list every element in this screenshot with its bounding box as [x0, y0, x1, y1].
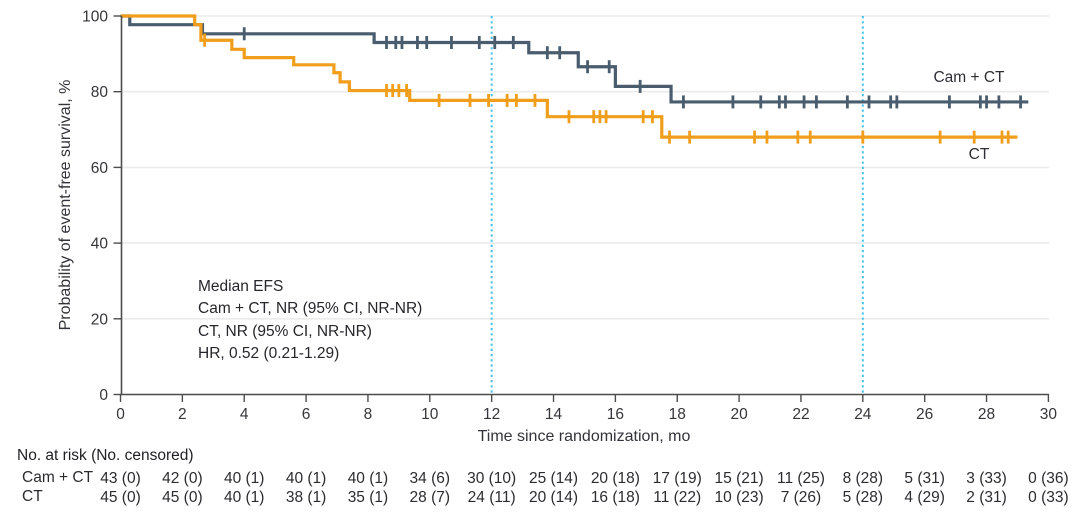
x-tick-label: 18	[669, 406, 686, 423]
risk-value-cam-ct: 8 (28)	[843, 470, 884, 487]
legend-label-cam-ct: Cam + CT	[933, 69, 1005, 86]
risk-value-ct: 40 (1)	[224, 489, 265, 506]
y-axis-title: Probability of event-free survival, %	[57, 79, 74, 331]
y-tick-label: 60	[91, 160, 109, 177]
risk-row-label-cam-ct: Cam + CT	[22, 469, 94, 486]
x-tick-label: 2	[178, 406, 187, 423]
risk-value-cam-ct: 11 (25)	[777, 470, 825, 487]
x-tick-label: 30	[1040, 406, 1058, 423]
x-tick-label: 8	[364, 406, 373, 423]
y-tick-label: 20	[91, 311, 109, 328]
risk-value-ct: 10 (23)	[715, 489, 764, 506]
risk-value-cam-ct: 5 (31)	[904, 470, 945, 487]
annotation-line-median-efs: Median EFS	[198, 278, 284, 295]
y-tick-label: 100	[82, 9, 108, 26]
x-tick-label: 22	[792, 406, 809, 423]
legend-label-ct: CT	[968, 146, 990, 163]
risk-value-cam-ct: 15 (21)	[715, 470, 764, 487]
risk-value-ct: 5 (28)	[843, 489, 884, 506]
y-tick-label: 0	[99, 387, 108, 404]
risk-value-cam-ct: 42 (0)	[162, 470, 203, 487]
km-curve-ct	[120, 14, 1018, 139]
risk-value-ct: 4 (29)	[904, 489, 945, 506]
risk-value-cam-ct: 0 (36)	[1028, 470, 1069, 487]
risk-value-cam-ct: 40 (1)	[348, 470, 389, 487]
risk-value-ct: 28 (7)	[410, 489, 451, 506]
risk-value-cam-ct: 17 (19)	[653, 470, 702, 487]
annotation-line-cam-ct: Cam + CT, NR (95% CI, NR-NR)	[198, 300, 423, 318]
risk-row-label-ct: CT	[22, 488, 43, 505]
risk-value-ct: 0 (33)	[1028, 489, 1069, 506]
x-tick-label: 20	[730, 406, 748, 423]
risk-table-header: No. at risk (No. censored)	[17, 447, 194, 464]
risk-value-ct: 2 (31)	[966, 489, 1007, 506]
risk-value-cam-ct: 30 (10)	[467, 470, 516, 487]
risk-value-cam-ct: 40 (1)	[224, 470, 265, 487]
risk-value-ct: 24 (11)	[468, 489, 516, 506]
risk-value-cam-ct: 20 (18)	[591, 470, 640, 487]
x-tick-label: 10	[421, 406, 439, 423]
risk-value-cam-ct: 40 (1)	[286, 470, 327, 487]
risk-value-ct: 45 (0)	[100, 489, 141, 506]
risk-value-ct: 45 (0)	[162, 489, 203, 506]
x-axis-title: Time since randomization, mo	[477, 428, 691, 445]
x-tick-label: 0	[116, 406, 125, 423]
risk-value-cam-ct: 43 (0)	[100, 470, 141, 487]
x-tick-label: 4	[240, 406, 249, 423]
x-tick-label: 6	[302, 406, 311, 423]
annotation-line-hr: HR, 0.52 (0.21-1.29)	[198, 345, 340, 363]
x-tick-label: 16	[607, 406, 624, 423]
median-efs-annotation: Median EFS Cam + CT, NR (95% CI, NR-NR) …	[198, 276, 422, 366]
risk-value-cam-ct: 34 (6)	[410, 470, 451, 487]
x-tick-label: 12	[483, 406, 500, 423]
risk-value-ct: 7 (26)	[781, 489, 822, 506]
annotation-line-ct: CT, NR (95% CI, NR-NR)	[198, 322, 372, 340]
risk-value-ct: 38 (1)	[286, 489, 327, 506]
risk-value-ct: 20 (14)	[529, 489, 578, 506]
x-tick-label: 26	[916, 406, 933, 423]
risk-value-cam-ct: 25 (14)	[529, 470, 578, 487]
y-tick-label: 40	[91, 236, 109, 253]
x-tick-label: 14	[545, 406, 563, 423]
x-tick-label: 24	[854, 406, 872, 423]
y-tick-label: 80	[91, 84, 109, 101]
risk-value-ct: 11 (22)	[653, 489, 701, 506]
risk-value-ct: 35 (1)	[348, 489, 389, 506]
risk-value-cam-ct: 3 (33)	[966, 470, 1007, 487]
km-curve-cam-ct	[120, 14, 1029, 104]
x-tick-label: 28	[978, 406, 995, 423]
risk-value-ct: 16 (18)	[591, 489, 640, 506]
